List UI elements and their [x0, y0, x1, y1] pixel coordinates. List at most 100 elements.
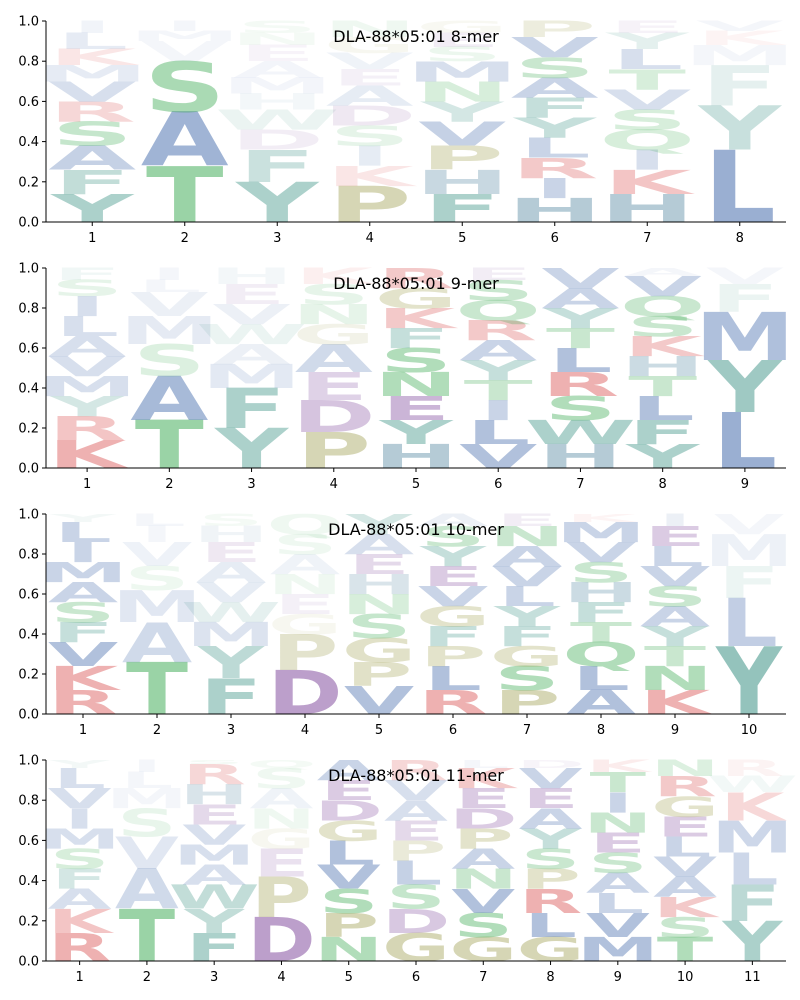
logo-letter: S — [50, 843, 110, 875]
y-tick-label: 0.4 — [18, 628, 39, 643]
logo-letter: Q — [246, 758, 316, 771]
logo-letter: V — [586, 906, 650, 944]
x-tick-label: 9 — [671, 723, 679, 738]
logo-letter: H — [180, 779, 249, 811]
logo-letter: S — [51, 115, 133, 154]
logo-letter: M — [36, 61, 149, 87]
logo-letter: A — [48, 139, 136, 178]
logo-letter: A — [249, 783, 313, 815]
y-tick-label: 0.0 — [18, 955, 39, 970]
logo-panel-1: YFASRVMKLITASVMIYFDWHMAENSPKISDAEVGNFHPV… — [18, 15, 796, 247]
logo-letter: K — [624, 331, 706, 363]
logo-letter: V — [696, 18, 784, 34]
logo-letter: D — [382, 902, 451, 940]
logo-letter: N — [651, 756, 720, 781]
logo-letter: I — [64, 803, 95, 835]
logo-letter: D — [292, 392, 376, 443]
logo-letter: A — [48, 577, 118, 609]
logo-letter: A — [492, 541, 562, 573]
logo-letter: Y — [493, 601, 562, 633]
logo-letter: Y — [49, 391, 125, 423]
logo-letter: W — [169, 878, 260, 916]
x-tick-label: 4 — [330, 477, 338, 492]
logo-letter: P — [251, 866, 312, 930]
logo-letter: G — [323, 33, 416, 59]
logo-letter: P — [272, 625, 339, 682]
logo-letter: H — [193, 522, 269, 548]
y-tick-label: 0.6 — [18, 95, 39, 110]
panel-title: DLA-88*05:01 9-mer — [333, 274, 499, 293]
logo-letter: Y — [49, 512, 118, 525]
logo-letter: V — [511, 32, 599, 64]
logo-letter: E — [253, 841, 309, 886]
x-tick-label: 5 — [412, 477, 420, 492]
logo-letter: S — [655, 911, 715, 943]
logo-letter: F — [422, 621, 484, 653]
logo-letter: A — [48, 883, 112, 915]
logo-letter: D — [323, 100, 417, 132]
logo-letter: S — [380, 341, 453, 380]
logo-letter: L — [424, 660, 482, 698]
y-tick-label: 0.2 — [18, 668, 39, 683]
panel-title: DLA-88*05:01 10-mer — [328, 520, 504, 539]
logo-letter: K — [720, 785, 787, 830]
logo-letter: P — [420, 641, 487, 673]
logo-panel-4: RKAFSMIVLYTAVSMLIFYWAMVEHRSDPEGNASQNPSVL… — [18, 754, 798, 986]
panel-title: DLA-88*05:01 8-mer — [333, 27, 499, 46]
x-tick-label: 3 — [210, 970, 218, 985]
logo-letter: M — [201, 357, 302, 396]
logo-letter: E — [348, 549, 410, 581]
logo-letter: M — [556, 517, 646, 549]
logo-letter: K — [48, 433, 130, 478]
logo-letter: S — [272, 529, 337, 561]
logo-letter: S — [494, 660, 559, 698]
logo-letter: M — [38, 557, 128, 589]
logo-letter: H — [230, 89, 325, 115]
logo-letter: N — [267, 569, 343, 601]
logo-letter: I — [140, 522, 174, 548]
logo-letter: A — [212, 339, 290, 371]
x-tick-label: 7 — [643, 231, 651, 246]
logo-letter: S — [386, 878, 446, 916]
logo-letter: L — [54, 517, 112, 549]
logo-letter: K — [640, 684, 714, 722]
logo-letter: L — [322, 834, 375, 872]
logo-letter: R — [48, 409, 126, 448]
logo-letter: A — [130, 364, 208, 434]
logo-letter: W — [707, 772, 798, 797]
logo-letter: P — [346, 656, 413, 694]
logo-letter: V — [519, 763, 583, 795]
logo-letter: A — [451, 843, 515, 875]
logo-letter: S — [124, 560, 189, 598]
logo-letter: A — [418, 511, 489, 530]
logo-letter: N — [489, 521, 565, 553]
logo-letter: R — [384, 755, 448, 787]
logo-letter: M — [711, 812, 793, 863]
logo-letter: M — [406, 56, 519, 88]
x-tick-label: 9 — [741, 477, 749, 492]
logo-letter: S — [568, 557, 633, 589]
logo-letter: Q — [562, 636, 639, 674]
x-tick-label: 10 — [741, 723, 758, 738]
x-tick-label: 3 — [227, 723, 235, 738]
logo-letter: A — [295, 337, 373, 382]
y-tick-label: 0.6 — [18, 342, 39, 357]
logo-letter: L — [726, 844, 779, 895]
x-tick-label: 8 — [659, 477, 667, 492]
logo-letter: M — [128, 29, 241, 45]
logo-letter: Y — [419, 541, 488, 573]
logo-letter: D — [449, 803, 518, 835]
logo-letter: L — [390, 854, 443, 892]
logo-letter: Y — [715, 628, 783, 736]
x-tick-label: 8 — [736, 231, 744, 246]
logo-letter: A — [519, 803, 583, 835]
x-tick-label: 2 — [181, 231, 189, 246]
logo-letter: F — [217, 378, 286, 441]
logo-panel-3: RKVFSAMILYTAMSVILFYMWVAEHSDPGENASQVPGSNH… — [18, 508, 794, 739]
